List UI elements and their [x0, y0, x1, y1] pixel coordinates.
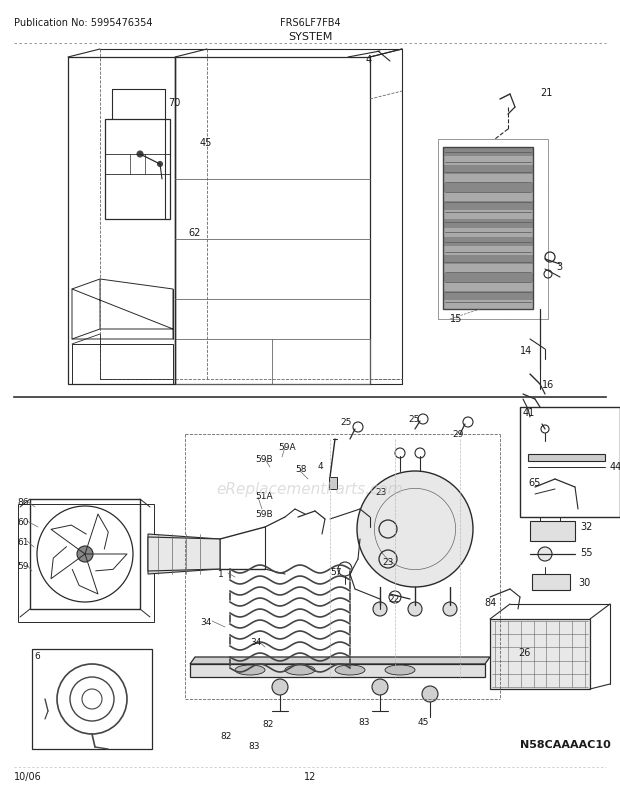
Text: 29: 29: [452, 429, 463, 439]
Text: 34: 34: [200, 618, 211, 626]
Text: 61: 61: [17, 537, 29, 546]
Bar: [443, 282, 533, 292]
Circle shape: [137, 152, 143, 158]
Bar: [443, 301, 533, 310]
Text: 23: 23: [382, 557, 393, 566]
Text: 59A: 59A: [278, 443, 296, 452]
Text: Publication No: 5995476354: Publication No: 5995476354: [14, 18, 153, 28]
Polygon shape: [528, 455, 605, 461]
Text: SYSTEM: SYSTEM: [288, 32, 332, 42]
Bar: [30, 500, 140, 610]
Ellipse shape: [385, 665, 415, 675]
Text: 82: 82: [262, 719, 273, 728]
Text: 65: 65: [528, 477, 541, 488]
Text: 59: 59: [17, 561, 29, 570]
Text: 60: 60: [17, 517, 29, 526]
Circle shape: [157, 162, 162, 168]
Bar: [520, 407, 620, 517]
Text: 26: 26: [518, 647, 530, 657]
Text: 23: 23: [375, 488, 386, 496]
Text: 51A: 51A: [255, 492, 273, 500]
Polygon shape: [490, 619, 590, 689]
Bar: [443, 265, 533, 273]
Text: eReplacementParts.com: eReplacementParts.com: [216, 482, 404, 497]
Bar: [443, 237, 533, 247]
Bar: [443, 166, 533, 175]
Circle shape: [408, 602, 422, 616]
Circle shape: [373, 602, 387, 616]
Text: 84: 84: [484, 597, 496, 607]
Text: 15: 15: [450, 314, 463, 323]
Circle shape: [422, 687, 438, 702]
Text: 55: 55: [580, 547, 593, 557]
Text: 4: 4: [318, 461, 324, 471]
Circle shape: [443, 602, 457, 616]
Text: FRS6LF7FB4: FRS6LF7FB4: [280, 18, 340, 28]
Text: 86: 86: [17, 497, 29, 506]
Text: 59B: 59B: [255, 455, 273, 464]
Bar: [443, 229, 533, 237]
Bar: [438, 140, 548, 320]
Bar: [443, 184, 533, 192]
Text: 62: 62: [188, 228, 200, 237]
Circle shape: [77, 546, 93, 562]
Text: N58CAAAAC10: N58CAAAAC10: [520, 739, 611, 749]
Text: 83: 83: [248, 741, 260, 750]
Bar: [443, 220, 533, 229]
Text: 59B: 59B: [255, 509, 273, 518]
Text: 83: 83: [358, 717, 370, 726]
Text: 32: 32: [580, 521, 592, 532]
Text: 70: 70: [168, 98, 180, 107]
Bar: [329, 477, 337, 489]
Polygon shape: [148, 534, 220, 574]
Polygon shape: [190, 664, 485, 677]
Ellipse shape: [335, 665, 365, 675]
Polygon shape: [190, 657, 490, 664]
Bar: [443, 157, 533, 166]
Text: 58: 58: [295, 464, 306, 473]
Circle shape: [357, 472, 473, 587]
Text: 34: 34: [250, 638, 262, 646]
Text: 3: 3: [556, 261, 562, 272]
Text: 10/06: 10/06: [14, 771, 42, 781]
Text: 4: 4: [366, 55, 372, 65]
Text: 14: 14: [520, 346, 532, 355]
Text: 25: 25: [408, 415, 419, 423]
Bar: [443, 273, 533, 282]
Text: 82: 82: [220, 731, 231, 740]
Bar: [443, 148, 533, 310]
Text: 16: 16: [542, 379, 554, 390]
Bar: [443, 247, 533, 256]
Bar: [443, 292, 533, 301]
Text: 45: 45: [200, 138, 213, 148]
Text: 45: 45: [418, 717, 430, 726]
Text: 22: 22: [388, 594, 399, 603]
Circle shape: [372, 679, 388, 695]
Bar: [32, 649, 152, 749]
Bar: [443, 211, 533, 220]
Bar: [443, 192, 533, 202]
Polygon shape: [148, 537, 220, 571]
Bar: [443, 202, 533, 211]
Text: 6: 6: [34, 651, 40, 660]
Bar: [438, 140, 548, 320]
Text: 12: 12: [304, 771, 316, 781]
Text: 25: 25: [340, 418, 352, 427]
Circle shape: [272, 679, 288, 695]
Bar: [443, 175, 533, 184]
Ellipse shape: [285, 665, 315, 675]
Text: 41: 41: [523, 407, 535, 418]
Text: 30: 30: [578, 577, 590, 587]
Bar: [532, 574, 570, 590]
Circle shape: [538, 547, 552, 561]
Text: 44: 44: [610, 461, 620, 472]
Bar: [530, 521, 575, 541]
Text: 1: 1: [218, 569, 224, 578]
Bar: [443, 256, 533, 265]
Text: 21: 21: [540, 88, 552, 98]
Ellipse shape: [235, 665, 265, 675]
Bar: [18, 504, 154, 622]
Text: 57: 57: [330, 567, 342, 577]
Bar: [443, 148, 533, 157]
